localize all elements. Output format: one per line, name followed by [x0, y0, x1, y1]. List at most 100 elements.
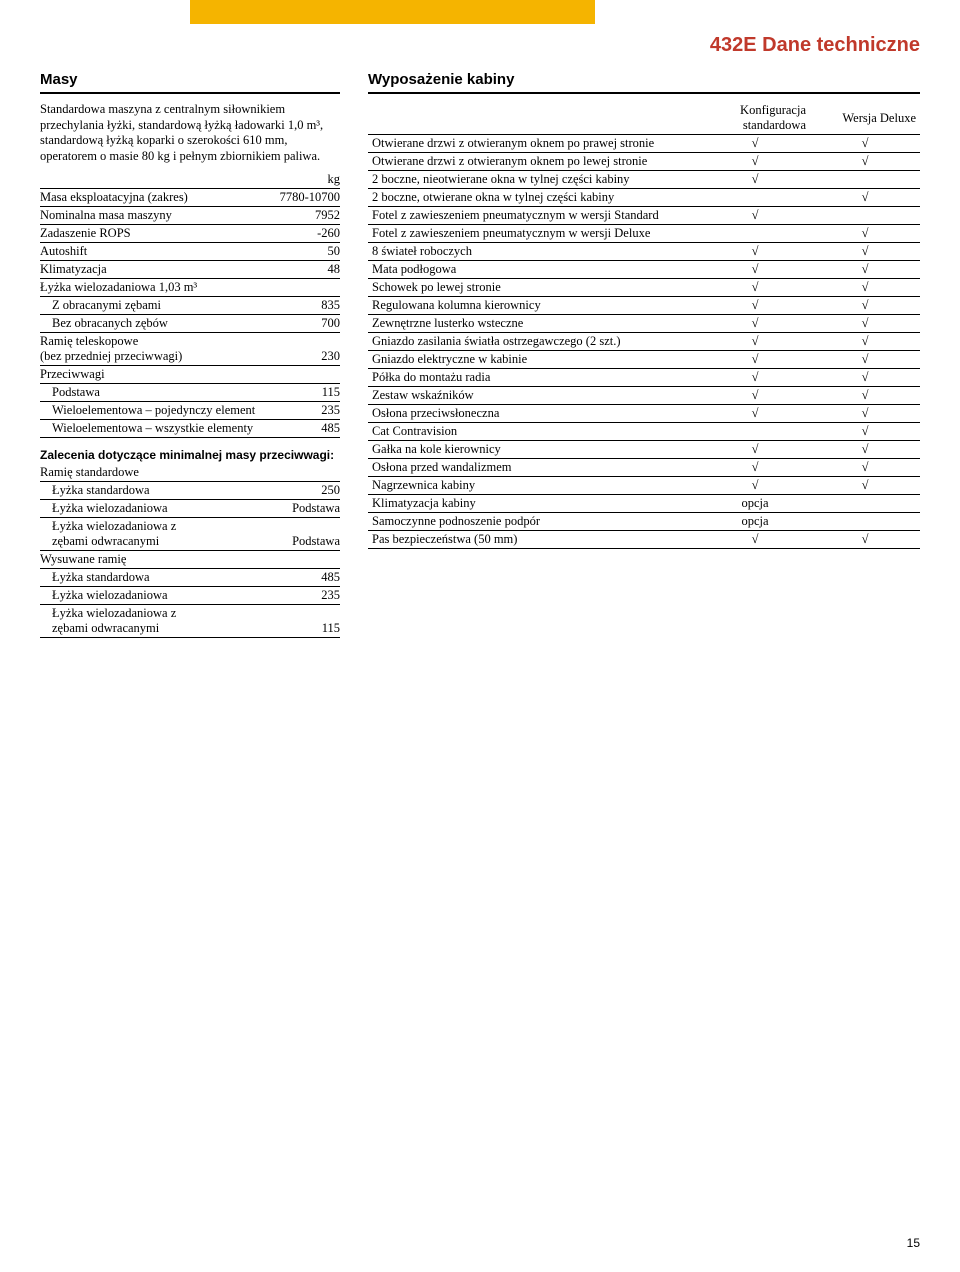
kabina-table: Konfiguracja standardowa Wersja Deluxe O… — [368, 102, 920, 549]
cab-row-label: Pas bezpieczeństwa (50 mm) — [368, 531, 700, 549]
cab-row-label: Mata podłogowa — [368, 261, 700, 279]
cab-row-label: Regulowana kolumna kierownicy — [368, 297, 700, 315]
cab-row-deluxe: √ — [810, 153, 920, 171]
table-row-value: 115 — [262, 604, 340, 637]
cab-row-deluxe: √ — [810, 423, 920, 441]
cab-row-std: √ — [700, 171, 810, 189]
cab-row-label: Półka do montażu radia — [368, 369, 700, 387]
cab-row-label: 2 boczne, otwierane okna w tylnej części… — [368, 189, 700, 207]
cab-row-label: Gniazdo elektryczne w kabinie — [368, 351, 700, 369]
cab-row-label: Gniazdo zasilania światła ostrzegawczego… — [368, 333, 700, 351]
table-row-label: Łyżka standardowa — [40, 481, 262, 499]
cab-row-std — [700, 225, 810, 243]
table-row-label: Zadaszenie ROPS — [40, 224, 274, 242]
masy-table-2: Ramię standardoweŁyżka standardowa250Łyż… — [40, 464, 340, 638]
cab-row-deluxe: √ — [810, 351, 920, 369]
table-row-value: 230 — [274, 332, 340, 365]
cab-row-label: Nagrzewnica kabiny — [368, 477, 700, 495]
cab-row-std — [700, 189, 810, 207]
table-row-value: 7780-10700 — [274, 188, 340, 206]
table-row-label: Autoshift — [40, 242, 274, 260]
cab-row-label: Fotel z zawieszeniem pneumatycznym w wer… — [368, 225, 700, 243]
cab-row-std — [700, 423, 810, 441]
col-standard: Konfiguracja standardowa — [700, 102, 810, 135]
table-row-value: 700 — [274, 314, 340, 332]
kabina-heading: Wyposażenie kabiny — [368, 71, 920, 94]
cab-row-label: Cat Contravision — [368, 423, 700, 441]
cab-row-std: √ — [700, 135, 810, 153]
table-row-label: Łyżka wielozadaniowa zzębami odwracanymi — [40, 517, 262, 550]
table-row-value: 7952 — [274, 206, 340, 224]
zalecenia-heading: Zalecenia dotyczące minimalnej masy prze… — [40, 448, 340, 462]
cab-row-std: √ — [700, 261, 810, 279]
table-row-value — [274, 278, 340, 296]
table-row-label: Masa eksploatacyjna (zakres) — [40, 188, 274, 206]
table-row-label: Łyżka wielozadaniowa — [40, 586, 262, 604]
cab-row-deluxe: √ — [810, 225, 920, 243]
cab-row-deluxe: √ — [810, 531, 920, 549]
cab-row-label: Schowek po lewej stronie — [368, 279, 700, 297]
cab-row-std: √ — [700, 207, 810, 225]
masy-heading: Masy — [40, 71, 340, 94]
unit-header: kg — [274, 171, 340, 189]
table-row-label: Przeciwwagi — [40, 365, 274, 383]
top-accent-bar — [190, 0, 595, 24]
cab-row-deluxe: √ — [810, 243, 920, 261]
cab-row-std: √ — [700, 315, 810, 333]
cab-row-deluxe — [810, 207, 920, 225]
cab-row-label: Osłona przeciwsłoneczna — [368, 405, 700, 423]
cab-row-std: √ — [700, 387, 810, 405]
cab-row-deluxe: √ — [810, 369, 920, 387]
table-row-label: Nominalna masa maszyny — [40, 206, 274, 224]
cab-row-deluxe: √ — [810, 405, 920, 423]
cab-row-label: Zestaw wskaźników — [368, 387, 700, 405]
table-row-label: Z obracanymi zębami — [40, 296, 274, 314]
table-row-value: 235 — [274, 401, 340, 419]
cab-row-deluxe: √ — [810, 387, 920, 405]
cab-row-deluxe: √ — [810, 189, 920, 207]
cab-row-std: √ — [700, 405, 810, 423]
cab-row-std: √ — [700, 279, 810, 297]
masy-table-1: kg Masa eksploatacyjna (zakres)7780-1070… — [40, 171, 340, 438]
cab-row-std: √ — [700, 369, 810, 387]
table-row-label: Wysuwane ramię — [40, 550, 262, 568]
table-row-value — [262, 464, 340, 482]
table-row-value: 485 — [262, 568, 340, 586]
col-deluxe: Wersja Deluxe — [810, 102, 920, 135]
table-row-label: Ramię teleskopowe(bez przedniej przeciww… — [40, 332, 274, 365]
cab-row-label: 2 boczne, nieotwierane okna w tylnej czę… — [368, 171, 700, 189]
cab-row-deluxe: √ — [810, 441, 920, 459]
cab-row-std: opcja — [700, 495, 810, 513]
cab-row-std: √ — [700, 477, 810, 495]
table-row-value — [262, 550, 340, 568]
cab-row-label: Gałka na kole kierownicy — [368, 441, 700, 459]
table-row-value: 50 — [274, 242, 340, 260]
cab-row-std: √ — [700, 441, 810, 459]
page-number: 15 — [907, 1236, 920, 1250]
cab-row-std: √ — [700, 243, 810, 261]
table-row-value: 485 — [274, 419, 340, 437]
cab-row-label: 8 świateł roboczych — [368, 243, 700, 261]
masy-intro: Standardowa maszyna z centralnym siłowni… — [40, 102, 340, 165]
cab-row-deluxe: √ — [810, 459, 920, 477]
cab-row-deluxe: √ — [810, 135, 920, 153]
table-row-value — [274, 365, 340, 383]
table-row-label: Ramię standardowe — [40, 464, 262, 482]
cab-row-label: Zewnętrzne lusterko wsteczne — [368, 315, 700, 333]
table-row-label: Klimatyzacja — [40, 260, 274, 278]
cab-row-label: Osłona przed wandalizmem — [368, 459, 700, 477]
cab-row-std: √ — [700, 297, 810, 315]
cab-row-std: √ — [700, 153, 810, 171]
table-row-label: Bez obracanych zębów — [40, 314, 274, 332]
table-row-value: 835 — [274, 296, 340, 314]
cab-row-label: Fotel z zawieszeniem pneumatycznym w wer… — [368, 207, 700, 225]
cab-row-deluxe — [810, 495, 920, 513]
table-row-value: Podstawa — [262, 499, 340, 517]
cab-row-std: √ — [700, 333, 810, 351]
table-row-value: Podstawa — [262, 517, 340, 550]
cab-row-deluxe: √ — [810, 315, 920, 333]
cab-row-deluxe: √ — [810, 261, 920, 279]
table-row-label: Łyżka wielozadaniowa — [40, 499, 262, 517]
table-row-label: Łyżka wielozadaniowa zzębami odwracanymi — [40, 604, 262, 637]
cab-row-std: opcja — [700, 513, 810, 531]
